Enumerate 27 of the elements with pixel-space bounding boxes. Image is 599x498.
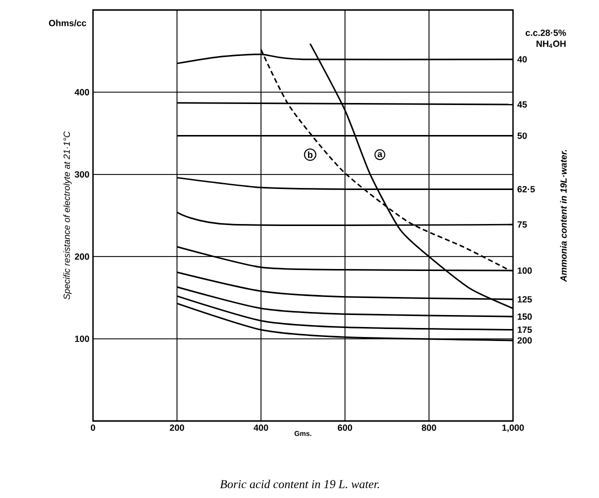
x-tick-label: 800	[422, 424, 436, 431]
x-tick-label: 200	[170, 424, 184, 431]
y-tick-label: 300	[74, 171, 90, 178]
annotation: b	[308, 151, 313, 158]
series-label: 100	[518, 267, 532, 274]
y-tick-label: 400	[74, 89, 90, 96]
y2-axis-title: Ammonia content in 19L·water.	[560, 150, 567, 282]
legend-title: c.c.28·5% NH$_{4}$OH	[526, 30, 566, 48]
y-tick-label: 100	[75, 336, 90, 342]
series-label: 62·5	[518, 186, 535, 192]
x-tick-label: 0	[90, 424, 96, 431]
series-label: 150	[518, 313, 532, 320]
series-label: 50	[517, 132, 527, 139]
x-tick-label: 600	[338, 424, 352, 431]
text: Boric acid content in 19 L. water.	[220, 480, 379, 488]
x-tick-label: 1,000	[502, 424, 524, 432]
series-label: 45	[517, 101, 527, 108]
y-axis-title: Specific resistance of electrolyte at 21·1°C	[63, 131, 72, 300]
series-label: 125	[518, 296, 532, 303]
series-label: 75	[518, 221, 527, 228]
x-tick-label: 400	[254, 424, 268, 431]
y-tick-label: 200	[74, 253, 90, 260]
series-label: 40	[517, 56, 527, 62]
series-label: 175	[518, 326, 532, 333]
series-label: 200	[518, 337, 532, 344]
annotation: a	[378, 152, 382, 158]
text: Ohms/cc	[48, 20, 86, 26]
